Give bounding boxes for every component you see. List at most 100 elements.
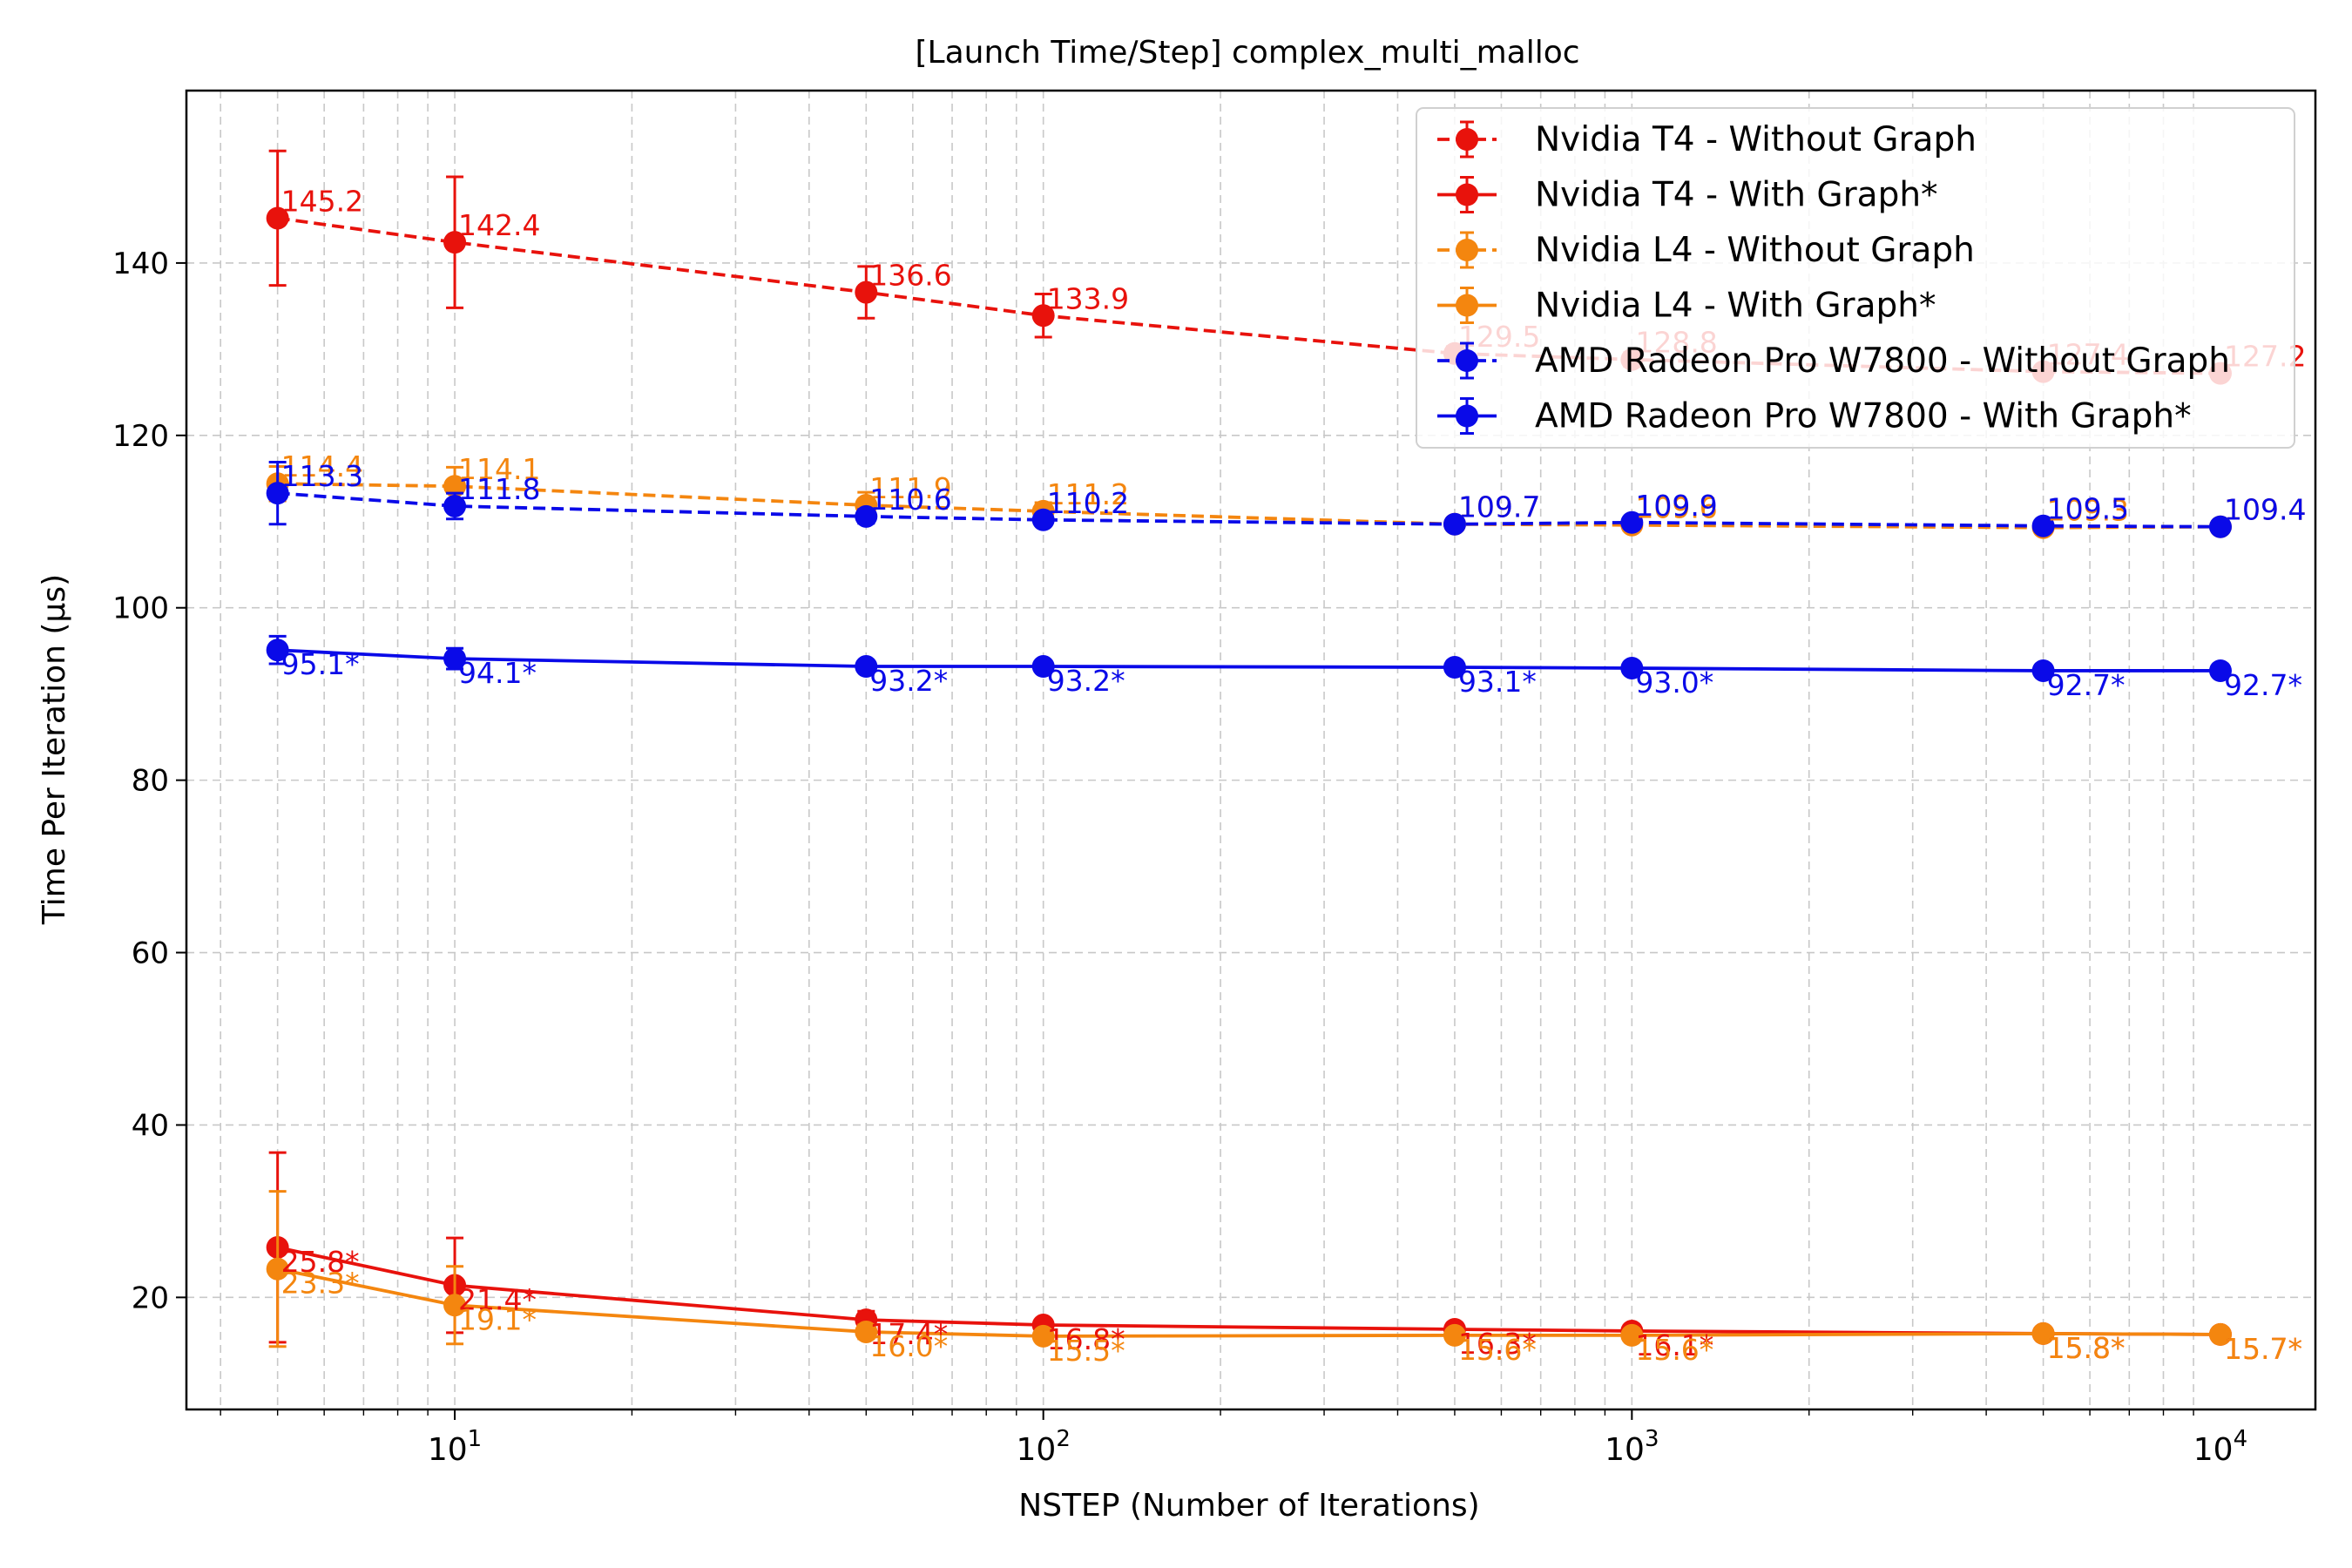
data-label: 16.0* [869, 1329, 948, 1363]
data-point [1031, 1324, 1055, 1348]
data-label: 109.5 [2047, 492, 2129, 526]
y-tick-label: 40 [132, 1108, 169, 1143]
legend-marker [1456, 183, 1478, 206]
grid-lines [186, 91, 2315, 1409]
legend-marker [1456, 294, 1478, 317]
x-tick-label: 103 [1605, 1426, 1659, 1468]
data-label: 19.1* [458, 1302, 537, 1336]
data-point [1031, 508, 1055, 531]
data-point [1443, 1323, 1466, 1347]
legend-label: Nvidia L4 - Without Graph [1535, 231, 1975, 270]
data-label: 110.2 [1047, 486, 1129, 520]
data-label: 109.9 [1635, 489, 1717, 523]
legend: Nvidia T4 - Without Graph Nvidia T4 - Wit… [1416, 107, 2295, 449]
data-point [1620, 510, 1644, 534]
data-label: 16.1* [1635, 1328, 1713, 1362]
x-tick-exponent: 1 [468, 1426, 483, 1452]
data-point [2208, 515, 2232, 538]
data-label: 15.5* [1047, 1334, 1125, 1368]
data-label: 93.2* [1047, 664, 1125, 698]
series-line [277, 491, 2220, 529]
legend-label: AMD Radeon Pro W7800 - With Graph* [1535, 397, 2192, 436]
data-label: 111.9 [869, 471, 951, 505]
legend-marker [1456, 349, 1478, 372]
legend-label: Nvidia T4 - Without Graph [1535, 120, 1977, 159]
legend-label: AMD Radeon Pro W7800 - Without Graph [1535, 341, 2230, 381]
data-point [1031, 304, 1055, 328]
series-line [277, 648, 2220, 672]
data-label: 15.6* [1458, 1333, 1537, 1367]
data-point [855, 504, 878, 528]
data-label: 21.4* [458, 1283, 537, 1317]
series-5 [266, 634, 2232, 682]
x-tick-base: 10 [1017, 1432, 1057, 1468]
data-point [1443, 656, 1466, 679]
data-label: 109.4 [2224, 493, 2306, 527]
x-tick-label: 101 [428, 1426, 482, 1468]
data-point [443, 647, 467, 671]
data-point [443, 494, 467, 517]
x-tick-base: 10 [1605, 1432, 1645, 1468]
y-tick-label: 80 [132, 764, 169, 799]
legend-entry-4: AMD Radeon Pro W7800 - Without Graph [1437, 341, 2230, 381]
data-label: 113.3 [281, 459, 363, 493]
data-label: 23.3* [281, 1267, 360, 1301]
series-line [277, 1267, 2220, 1338]
data-label: 25.8* [281, 1245, 360, 1279]
data-label: 15.8* [2047, 1331, 2126, 1365]
legend-entry-3: Nvidia L4 - With Graph* [1437, 287, 1936, 326]
data-label: 93.1* [1458, 665, 1537, 699]
data-label: 17.4* [869, 1317, 948, 1351]
legend-entry-0: Nvidia T4 - Without Graph [1437, 120, 1977, 159]
x-tick-base: 10 [428, 1432, 468, 1468]
legend-marker [1456, 239, 1478, 261]
data-label: 94.1* [458, 656, 537, 690]
data-point [2208, 659, 2232, 682]
legend-label: Nvidia T4 - With Graph* [1535, 176, 1938, 215]
y-tick-label: 120 [112, 419, 169, 454]
y-axis-label: Time Per Iteration (μs) [37, 574, 72, 925]
legend-entry-1: Nvidia T4 - With Graph* [1437, 176, 1938, 215]
x-tick-exponent: 2 [1056, 1426, 1071, 1452]
y-tick-label: 60 [132, 936, 169, 971]
x-tick-exponent: 3 [1645, 1426, 1659, 1452]
y-tick-label: 100 [112, 591, 169, 626]
data-label: 109.7 [1458, 490, 1540, 524]
x-tick-label: 104 [2193, 1426, 2247, 1468]
y-tick-label: 20 [132, 1281, 169, 1315]
data-label: 92.7* [2224, 668, 2302, 702]
chart-title: [Launch Time/Step] complex_multi_malloc [915, 35, 1579, 71]
data-label: 109.6 [1635, 491, 1717, 525]
data-label: 15.8* [2047, 1331, 2126, 1365]
data-label: 111.2 [1047, 477, 1129, 511]
data-label: 133.9 [1047, 281, 1129, 315]
data-point [1443, 512, 1466, 536]
data-label: 15.6* [1635, 1333, 1713, 1367]
data-point [2031, 1321, 2055, 1345]
legend-marker [1456, 404, 1478, 428]
data-point [1620, 656, 1644, 679]
data-label: 92.7* [2047, 668, 2126, 702]
data-label: 95.1* [281, 647, 360, 681]
data-point [266, 639, 289, 662]
series-3 [266, 1190, 2232, 1348]
data-label: 114.4 [281, 449, 363, 483]
legend-label: Nvidia L4 - With Graph* [1535, 287, 1936, 326]
data-point [443, 1294, 467, 1317]
series-4 [266, 460, 2232, 538]
plot-frame [185, 89, 2317, 1411]
data-point [855, 655, 878, 679]
data-point [266, 1257, 289, 1281]
data-point [1031, 655, 1055, 679]
legend-entry-2: Nvidia L4 - Without Graph [1437, 231, 1975, 270]
data-label: 109.3 [2047, 494, 2129, 528]
data-label: 16.3* [1458, 1327, 1537, 1361]
x-tick-label: 102 [1017, 1426, 1071, 1468]
legend-entry-5: AMD Radeon Pro W7800 - With Graph* [1437, 397, 2192, 436]
data-point [2031, 659, 2055, 682]
x-tick-exponent: 4 [2234, 1426, 2248, 1452]
data-label: 110.6 [869, 483, 951, 517]
data-label: 109.4 [2224, 493, 2306, 527]
data-point [443, 231, 467, 254]
